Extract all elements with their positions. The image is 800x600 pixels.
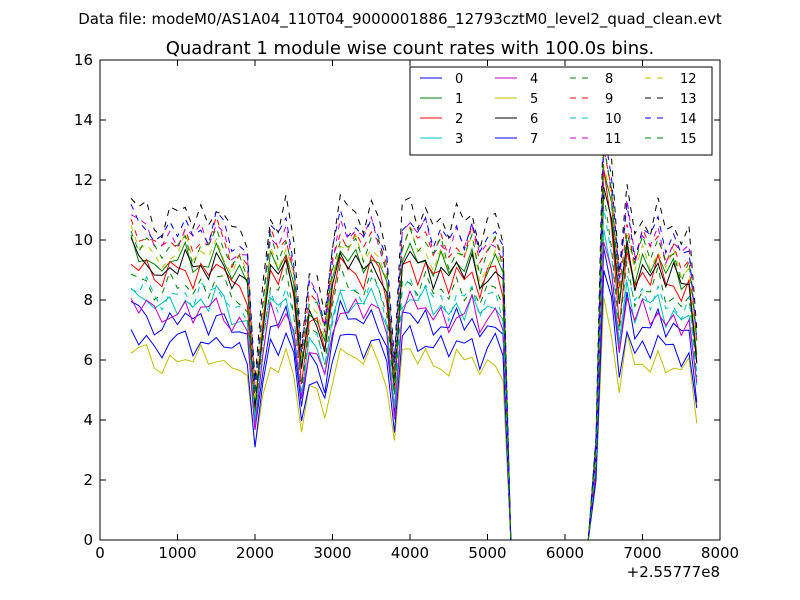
x-tick-label: 6000 — [546, 544, 584, 562]
legend-label-13: 13 — [680, 92, 697, 107]
chart-suptitle: Data file: modeM0/AS1A04_110T04_90000018… — [78, 10, 722, 29]
series-line-14 — [130, 128, 698, 540]
y-tick-label: 2 — [83, 471, 93, 489]
x-tick-label: 1000 — [158, 544, 196, 562]
y-tick-label: 0 — [83, 531, 93, 549]
x-offset-label: +2.55777e8 — [627, 563, 720, 581]
legend-label-2: 2 — [455, 112, 463, 127]
legend-label-0: 0 — [455, 72, 463, 87]
x-tick-label: 3000 — [313, 544, 351, 562]
y-tick-label: 12 — [74, 171, 93, 189]
y-tick-label: 14 — [74, 111, 93, 129]
plot-area: 0 1000 2000 3000 4000 5000 6000 7000 80000246810… — [74, 51, 739, 562]
legend-label-14: 14 — [680, 112, 697, 127]
legend-label-4: 4 — [530, 72, 538, 87]
legend-label-5: 5 — [530, 92, 538, 107]
legend-label-11: 11 — [605, 132, 622, 147]
y-tick-label: 16 — [74, 51, 93, 69]
series-lines — [130, 97, 698, 540]
series-line-5 — [130, 297, 698, 540]
series-line-4 — [130, 241, 698, 540]
series-line-9 — [130, 148, 698, 540]
legend-label-8: 8 — [605, 72, 613, 87]
series-line-10 — [130, 208, 698, 540]
x-tick-label: 0 — [95, 544, 105, 562]
series-line-0 — [130, 248, 698, 540]
x-tick-label: 8000 — [701, 544, 739, 562]
series-line-11 — [130, 142, 698, 540]
series-line-7 — [130, 270, 698, 540]
y-tick-label: 6 — [83, 351, 93, 369]
chart-title: Quadrant 1 module wise count rates with … — [166, 38, 655, 59]
legend-label-6: 6 — [530, 112, 538, 127]
legend-label-3: 3 — [455, 132, 463, 147]
legend-frame — [409, 66, 713, 156]
series-line-15 — [130, 146, 698, 540]
legend-label-10: 10 — [605, 112, 622, 127]
legend-label-7: 7 — [530, 132, 538, 147]
y-tick-label: 4 — [83, 411, 93, 429]
x-tick-label: 7000 — [623, 544, 661, 562]
legend-label-1: 1 — [455, 92, 463, 107]
legend-label-9: 9 — [605, 92, 613, 107]
legend-label-12: 12 — [680, 72, 697, 87]
x-tick-label: 5000 — [468, 544, 506, 562]
y-tick-label: 10 — [74, 231, 93, 249]
x-tick-label: 2000 — [236, 544, 274, 562]
y-tick-label: 8 — [83, 291, 93, 309]
legend-label-15: 15 — [680, 132, 697, 147]
series-line-6 — [130, 187, 698, 540]
x-tick-label: 4000 — [391, 544, 429, 562]
